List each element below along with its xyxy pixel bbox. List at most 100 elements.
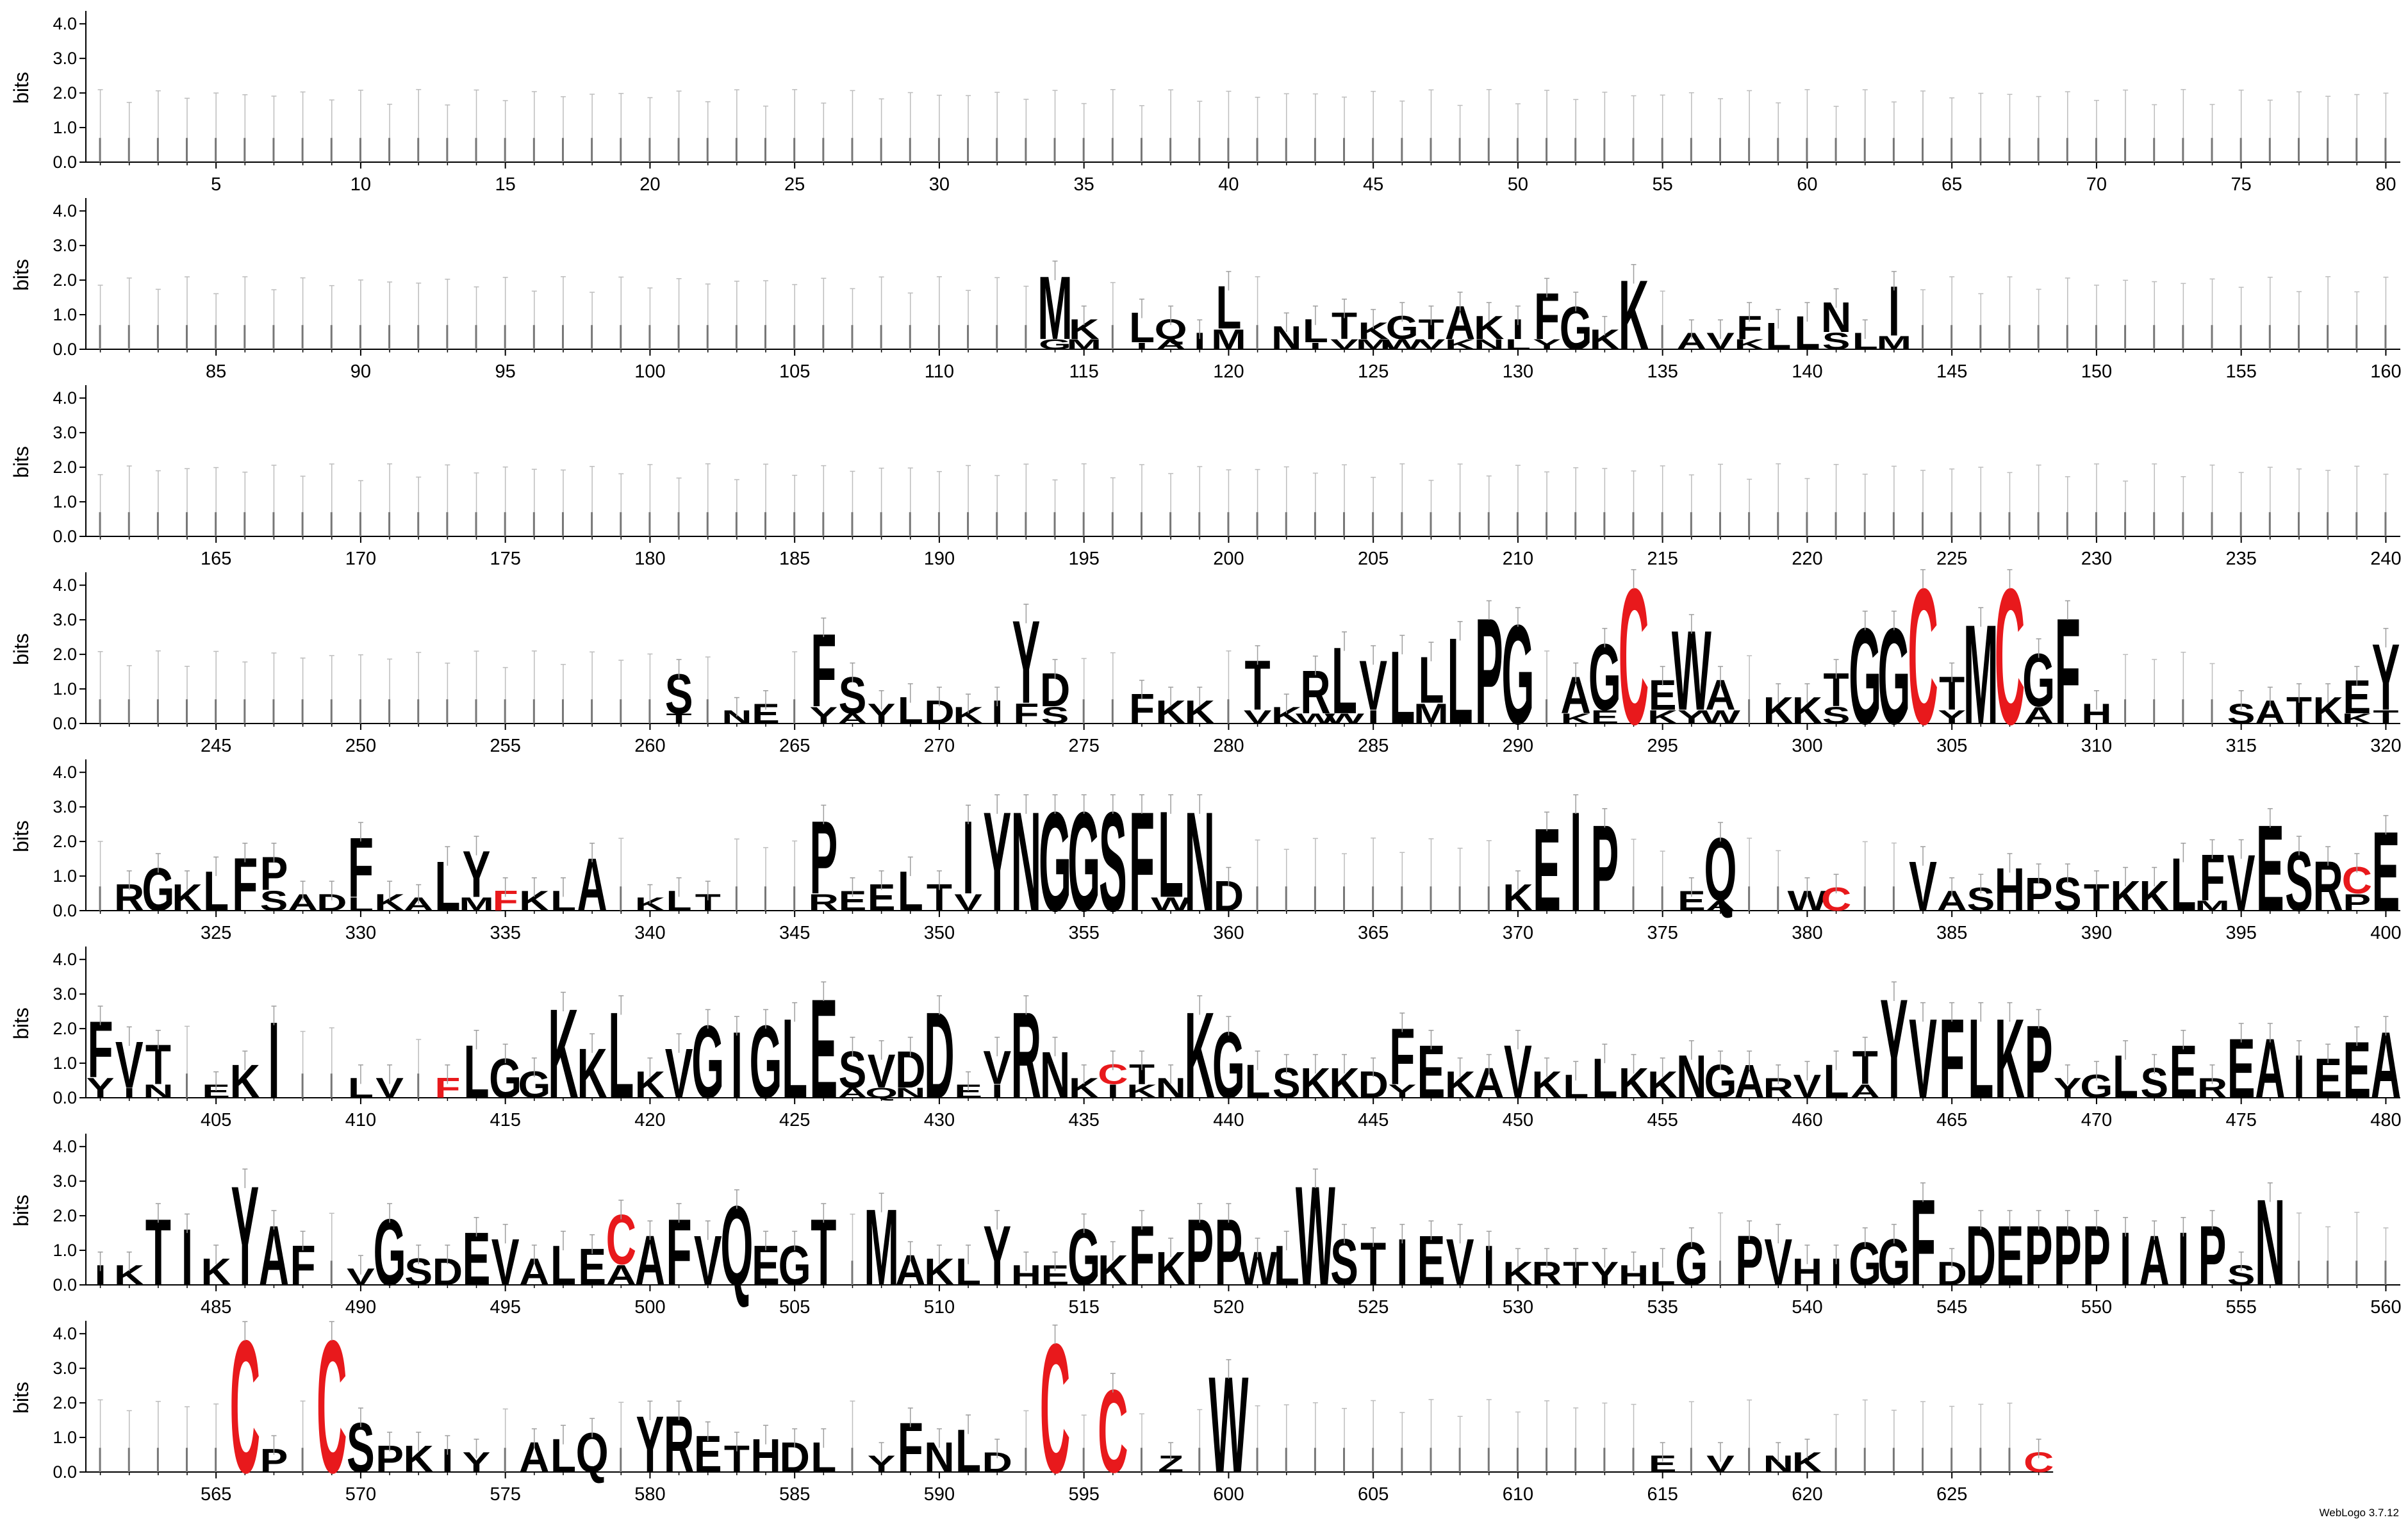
- logo-letter-y: Y: [87, 1072, 115, 1104]
- residual-stack: [2327, 138, 2329, 162]
- x-tick-label: 470: [2081, 1110, 2112, 1130]
- residual-stack: [1603, 138, 1606, 162]
- residual-stack: [388, 512, 391, 536]
- x-tick-label: 210: [1503, 549, 1533, 569]
- y-axis-label: bits: [10, 446, 33, 478]
- residual-stack: [1343, 512, 1346, 536]
- residual-stack: [1835, 512, 1837, 536]
- x-tick-label: 10: [350, 174, 371, 195]
- logo-letter-m: M: [459, 893, 494, 914]
- residual-stack: [648, 512, 651, 536]
- residual-stack: [996, 512, 998, 536]
- logo-letter-s: S: [1822, 702, 1851, 729]
- logo-letter-i: I: [1888, 272, 1900, 351]
- logo-letter-k: K: [1126, 1080, 1157, 1102]
- residual-stack: [1748, 699, 1751, 724]
- residual-stack: [1632, 886, 1635, 911]
- residual-stack: [215, 138, 217, 162]
- x-tick-label: 485: [201, 1297, 231, 1318]
- residual-stack: [2327, 1261, 2329, 1285]
- x-tick-label: 550: [2081, 1297, 2112, 1318]
- x-tick-label: 430: [924, 1110, 955, 1130]
- residual-stack: [1314, 138, 1316, 162]
- residual-stack: [532, 512, 535, 536]
- y-tick-label: 2.0: [53, 1019, 77, 1038]
- residual-stack: [2268, 138, 2271, 162]
- x-tick-label: 450: [1503, 1110, 1533, 1130]
- residual-stack: [2355, 325, 2358, 349]
- residual-stack: [706, 325, 709, 349]
- y-tick-label: 1.0: [53, 679, 77, 699]
- residual-stack: [1111, 512, 1114, 536]
- logo-letter-i: I: [991, 694, 1003, 731]
- residual-stack: [99, 1448, 101, 1472]
- residual-stack: [706, 138, 709, 162]
- residual-stack: [2124, 512, 2127, 536]
- residual-stack: [1661, 886, 1663, 911]
- residual-stack: [1863, 1448, 1866, 1472]
- residual-stack: [851, 325, 854, 349]
- residual-stack: [909, 325, 911, 349]
- logo-letter-a: A: [1705, 898, 1735, 914]
- logo-letter-y: Y: [1938, 706, 1966, 727]
- x-tick-label: 295: [1647, 736, 1678, 756]
- residual-stack: [99, 512, 101, 536]
- residual-stack: [2327, 512, 2329, 536]
- residual-stack: [359, 699, 361, 724]
- residual-stack: [99, 699, 101, 724]
- residual-stack: [2268, 512, 2271, 536]
- residual-stack: [591, 138, 593, 162]
- y-tick-label: 1.0: [53, 118, 77, 137]
- x-tick-label: 85: [206, 361, 226, 382]
- y-tick-label: 4.0: [53, 1324, 77, 1343]
- logo-row-1: bits 0.0 1.0 2.0 3.0 4.0 5 10 15 20 25 30 35 40 45 50 55…: [10, 11, 2400, 195]
- y-tick-label: 4.0: [53, 1137, 77, 1156]
- residual-stack: [99, 886, 101, 911]
- residual-stack: [735, 886, 738, 911]
- x-tick-label: 340: [634, 923, 665, 943]
- residual-stack: [1458, 138, 1461, 162]
- residual-stack: [2182, 138, 2184, 162]
- residual-stack: [1835, 138, 1837, 162]
- x-tick-label: 130: [1503, 361, 1533, 382]
- residual-stack: [1169, 138, 1172, 162]
- x-tick-label: 5: [211, 174, 221, 195]
- residual-stack: [1892, 138, 1895, 162]
- x-tick-label: 515: [1068, 1297, 1099, 1318]
- residual-stack: [1806, 138, 1808, 162]
- residual-stack: [2211, 699, 2213, 724]
- residual-stack: [2211, 138, 2213, 162]
- logo-letter-m: M: [1356, 337, 1391, 352]
- residual-stack: [1748, 1448, 1751, 1472]
- y-tick-label: 2.0: [53, 832, 77, 851]
- residual-stack: [2327, 325, 2329, 349]
- x-tick-label: 420: [634, 1110, 665, 1130]
- residual-stack: [561, 512, 564, 536]
- residual-stack: [1632, 512, 1635, 536]
- residual-stack: [1227, 138, 1230, 162]
- residual-stack: [475, 325, 477, 349]
- logo-letter-l: L: [1505, 337, 1531, 352]
- residual-stack: [446, 325, 449, 349]
- residual-stack: [2297, 1261, 2300, 1285]
- x-tick-label: 195: [1068, 549, 1099, 569]
- residual-stack: [243, 138, 246, 162]
- residual-stack: [1574, 1448, 1577, 1472]
- residual-stack: [1025, 1448, 1027, 1472]
- residual-stack: [2153, 512, 2156, 536]
- residual-stack: [1430, 1448, 1432, 1472]
- x-tick-label: 445: [1358, 1110, 1389, 1130]
- residual-stack: [937, 138, 940, 162]
- residual-stack: [1025, 512, 1027, 536]
- residual-stack: [1487, 886, 1490, 911]
- residual-stack: [186, 138, 188, 162]
- weblogo-version-label: WebLogo 3.7.12: [2319, 1507, 2399, 1519]
- residual-stack: [417, 1073, 420, 1098]
- x-tick-label: 185: [779, 549, 810, 569]
- residual-stack: [186, 1448, 188, 1472]
- residual-stack: [504, 699, 506, 724]
- residual-stack: [620, 1448, 622, 1472]
- residual-stack: [822, 325, 825, 349]
- residual-stack: [446, 138, 449, 162]
